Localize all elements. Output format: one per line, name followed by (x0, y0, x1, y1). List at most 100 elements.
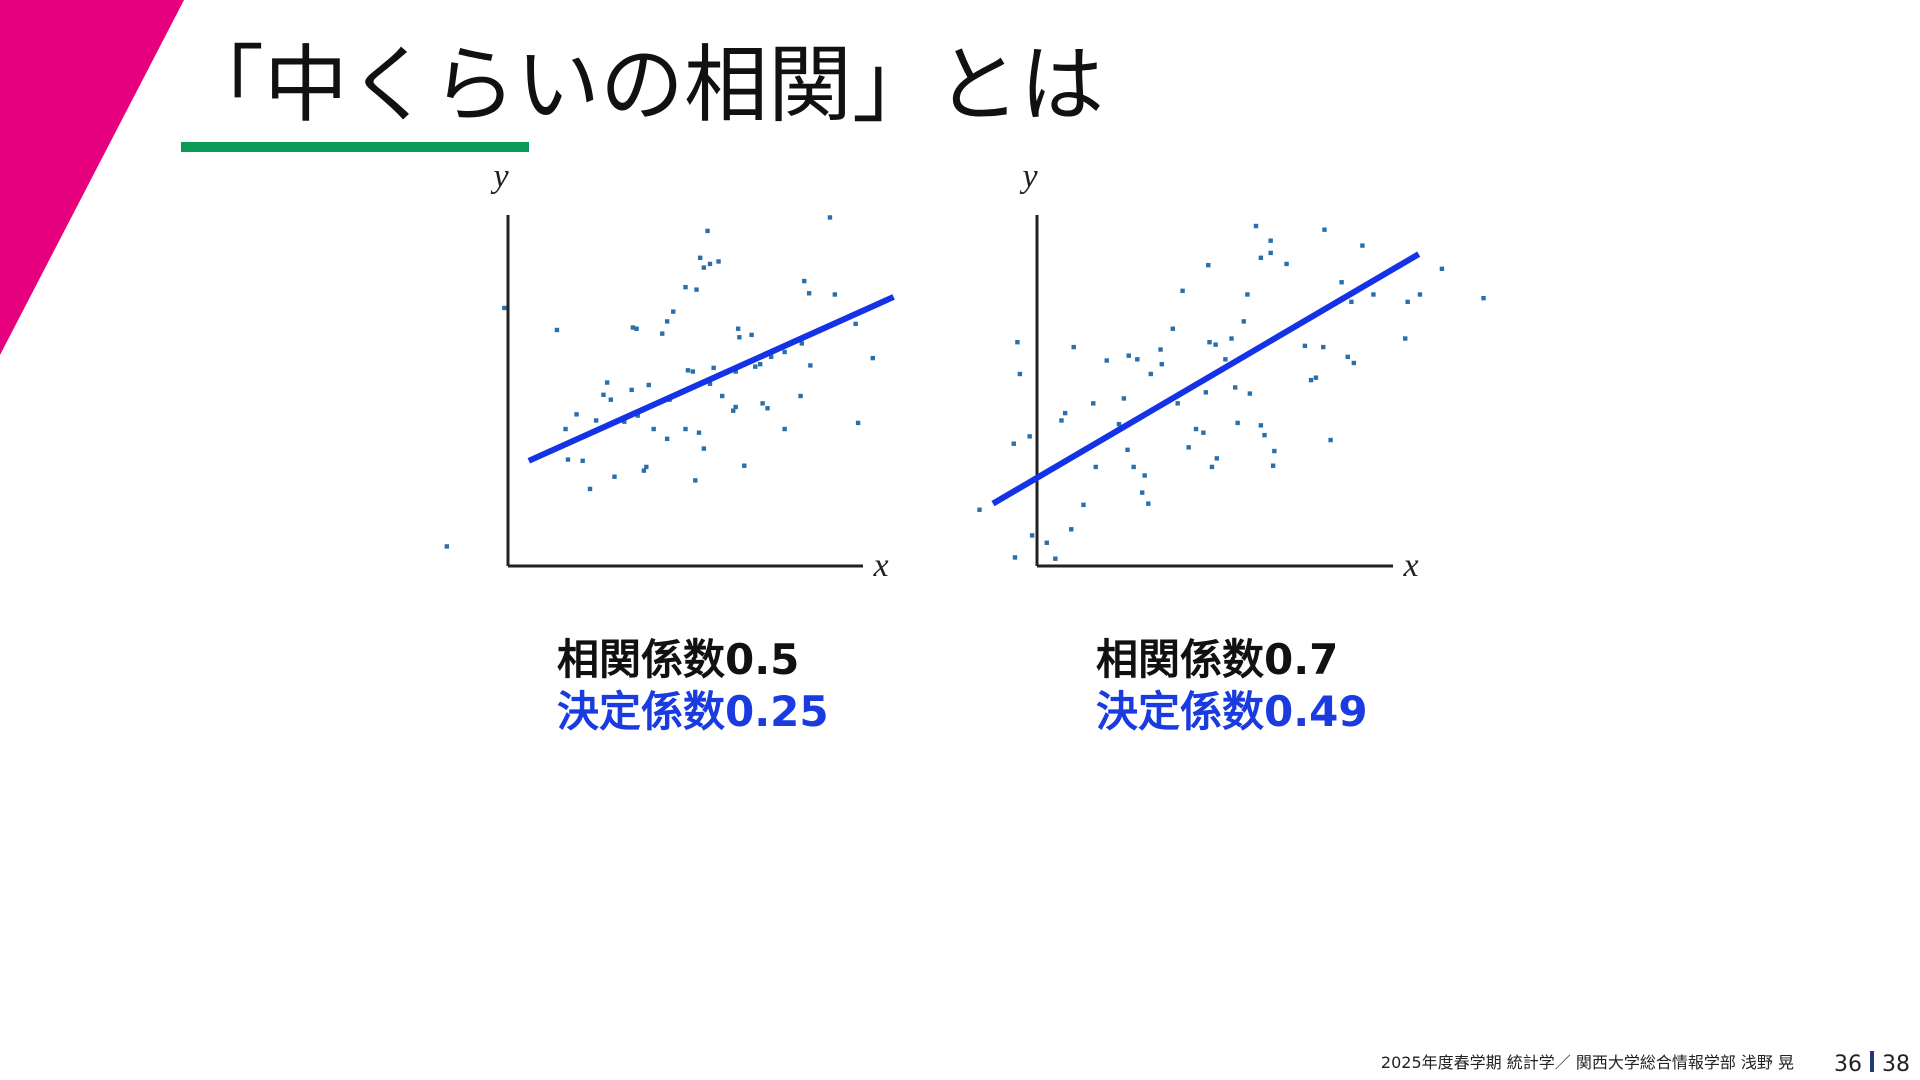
point (1253, 223, 1259, 229)
point (1214, 456, 1220, 461)
point (1339, 280, 1344, 285)
point (733, 369, 738, 374)
point (1481, 295, 1486, 301)
point (701, 446, 707, 451)
point (554, 327, 560, 333)
corner-accent (0, 0, 184, 355)
point (1272, 448, 1277, 454)
point (1170, 326, 1175, 331)
point (634, 326, 639, 331)
point (660, 331, 665, 336)
point (1345, 354, 1350, 360)
point (853, 321, 858, 327)
point (705, 228, 710, 234)
point (731, 408, 736, 413)
point (1322, 227, 1327, 232)
point (749, 332, 754, 338)
caption: 決定係数0.49 (1096, 687, 1368, 736)
point (1126, 353, 1131, 358)
point (855, 420, 861, 426)
point (1284, 261, 1289, 267)
point (735, 326, 741, 331)
point (1308, 377, 1314, 383)
point (1053, 556, 1058, 561)
point (1017, 371, 1023, 377)
point (646, 382, 651, 388)
point (782, 426, 787, 432)
point (977, 507, 982, 512)
point (832, 292, 838, 297)
point (760, 401, 765, 406)
point (622, 419, 627, 424)
point (601, 392, 606, 397)
point (1351, 360, 1357, 366)
point (1093, 464, 1098, 470)
point (690, 369, 696, 374)
point (587, 486, 593, 492)
point (1229, 336, 1234, 341)
point (580, 458, 585, 464)
point (683, 426, 688, 432)
point (651, 426, 656, 432)
page-number: 36 (1834, 1052, 1862, 1077)
point (574, 412, 579, 417)
point (683, 284, 688, 290)
point (1302, 343, 1308, 349)
point (1313, 375, 1319, 380)
fit-line (991, 251, 1421, 507)
point (1180, 288, 1185, 294)
point (565, 457, 571, 462)
point (671, 309, 676, 314)
point (753, 364, 758, 369)
title-underline (181, 142, 529, 152)
fit-line (527, 294, 895, 464)
point (765, 406, 770, 411)
point (1268, 238, 1273, 243)
point (1027, 434, 1032, 439)
point (1360, 243, 1365, 248)
slide-title: 「中くらいの相関」とは (180, 36, 1104, 134)
point (1206, 262, 1211, 268)
point (701, 265, 707, 270)
point (1081, 502, 1086, 508)
point (1403, 336, 1408, 341)
point (593, 418, 599, 423)
point (1142, 473, 1147, 478)
point (1203, 390, 1209, 395)
point (1029, 533, 1035, 538)
point (799, 341, 804, 346)
point (1371, 292, 1376, 297)
point (694, 287, 699, 292)
point (697, 255, 703, 261)
point (742, 463, 747, 468)
point (1012, 555, 1018, 560)
point (711, 365, 716, 371)
point (1062, 410, 1068, 416)
point (563, 426, 568, 432)
point (1011, 441, 1016, 446)
point (806, 291, 812, 296)
y-axis-label: y (1019, 158, 1038, 195)
point (1262, 432, 1267, 438)
point (1044, 540, 1049, 545)
y-axis-label: y (490, 158, 509, 195)
point (870, 355, 875, 361)
point (1247, 391, 1253, 396)
point (644, 464, 649, 470)
point (1321, 344, 1326, 350)
point (798, 393, 803, 399)
point (1258, 255, 1264, 261)
caption: 決定係数0.25 (557, 687, 829, 736)
point (1232, 385, 1238, 390)
point (630, 325, 636, 330)
point (1121, 396, 1127, 401)
point (693, 478, 698, 483)
point (733, 404, 738, 410)
point (1071, 344, 1076, 350)
point (1131, 464, 1136, 470)
point (1125, 447, 1130, 453)
point (1069, 527, 1074, 532)
point (1223, 357, 1228, 362)
